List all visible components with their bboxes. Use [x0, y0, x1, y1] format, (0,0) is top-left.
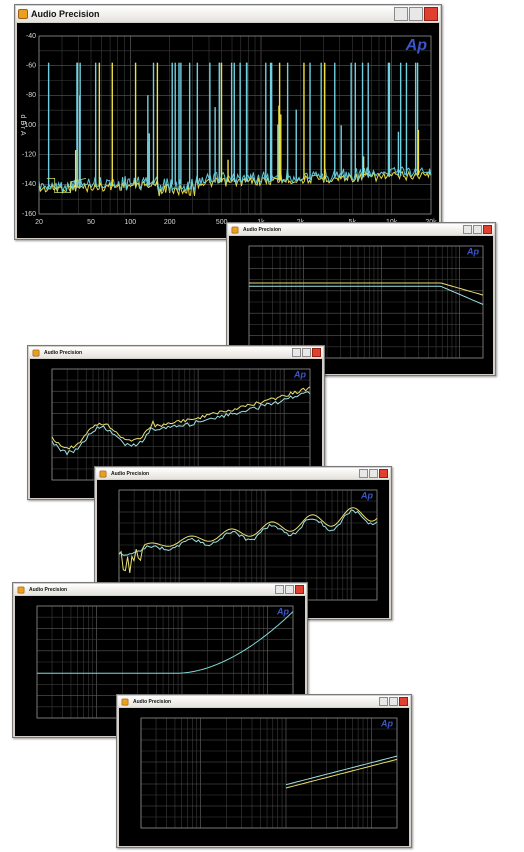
y-tick-label: -140	[22, 181, 36, 188]
graph-panel: Ap	[119, 708, 409, 846]
window-title: Audio Precision	[111, 470, 150, 477]
minimize-button[interactable]	[275, 585, 284, 594]
window-buttons	[292, 348, 321, 357]
x-tick-label: 100	[124, 219, 136, 226]
window-buttons	[463, 225, 492, 234]
trace	[285, 758, 398, 789]
maximize-button[interactable]	[473, 225, 482, 234]
maximize-button[interactable]	[285, 585, 294, 594]
close-button[interactable]	[379, 469, 388, 478]
trace	[118, 509, 378, 556]
close-button[interactable]	[295, 585, 304, 594]
x-tick-label: 500	[216, 219, 228, 226]
close-button[interactable]	[424, 7, 438, 21]
logo: Ap	[380, 718, 393, 728]
window-buttons	[359, 469, 388, 478]
y-tick-label: -160	[22, 211, 36, 218]
close-button[interactable]	[483, 225, 492, 234]
maximize-button[interactable]	[409, 7, 423, 21]
logo: Ap	[466, 246, 479, 256]
app-icon	[99, 470, 107, 477]
maximize-button[interactable]	[369, 469, 378, 478]
logo: Ap	[360, 490, 373, 500]
logo: Ap	[405, 37, 428, 54]
x-tick-label: 20	[35, 219, 43, 226]
window-buttons	[379, 697, 408, 706]
app-window: Audio Precision Ap	[94, 466, 392, 620]
minimize-button[interactable]	[463, 225, 472, 234]
maximize-button[interactable]	[302, 348, 311, 357]
title-bar: Audio Precision	[96, 468, 390, 479]
window-buttons	[275, 585, 304, 594]
minimize-button[interactable]	[394, 7, 408, 21]
app-icon	[121, 698, 129, 705]
trace	[118, 507, 378, 573]
plot-frame	[38, 35, 432, 215]
graph-panel: Ap	[229, 236, 493, 374]
app-icon	[18, 9, 28, 19]
y-tick-label: -120	[22, 152, 36, 159]
y-tick-label: -60	[26, 63, 36, 70]
window-title: Audio Precision	[133, 698, 172, 705]
trace	[37, 611, 294, 674]
title-bar: Audio Precision	[29, 347, 323, 358]
minimize-button[interactable]	[379, 697, 388, 706]
logo: Ap	[293, 369, 306, 379]
trace	[285, 755, 398, 786]
window-buttons	[394, 7, 438, 21]
title-bar: Audio Precision	[14, 584, 306, 595]
y-tick-label: -80	[26, 92, 36, 99]
trace	[249, 282, 484, 296]
app-window: Audio Precision Ap -40 -60 -80 -100 -120 -140 -1…	[14, 4, 442, 240]
close-button[interactable]	[399, 697, 408, 706]
plot-frame	[140, 717, 398, 829]
y-tick-label: -40	[26, 33, 36, 40]
app-icon	[231, 226, 239, 233]
minimize-button[interactable]	[359, 469, 368, 478]
app-icon	[32, 349, 40, 356]
x-tick-label: 200	[164, 219, 176, 226]
window-title: Audio Precision	[31, 9, 100, 19]
plot-frame	[248, 245, 484, 359]
title-bar: Audio Precision	[228, 224, 494, 235]
app-icon	[17, 586, 25, 593]
trace	[249, 285, 484, 305]
trace	[51, 391, 311, 456]
logo: Ap	[276, 606, 289, 616]
app-window: Audio Precision Ap	[116, 694, 412, 848]
trace	[51, 386, 311, 450]
window-title: Audio Precision	[29, 586, 68, 593]
title-bar: Audio Precision	[118, 696, 410, 707]
window-title: Audio Precision	[44, 349, 83, 356]
y-tick-label: -100	[22, 122, 36, 129]
window-title: Audio Precision	[243, 226, 282, 233]
trace	[46, 178, 87, 194]
x-tick-label: 50	[87, 219, 95, 226]
y-axis-label: d B r A	[19, 114, 26, 135]
trace	[38, 170, 432, 197]
maximize-button[interactable]	[389, 697, 398, 706]
trace	[38, 166, 432, 194]
title-bar: Audio Precision	[16, 6, 440, 22]
close-button[interactable]	[312, 348, 321, 357]
minimize-button[interactable]	[292, 348, 301, 357]
